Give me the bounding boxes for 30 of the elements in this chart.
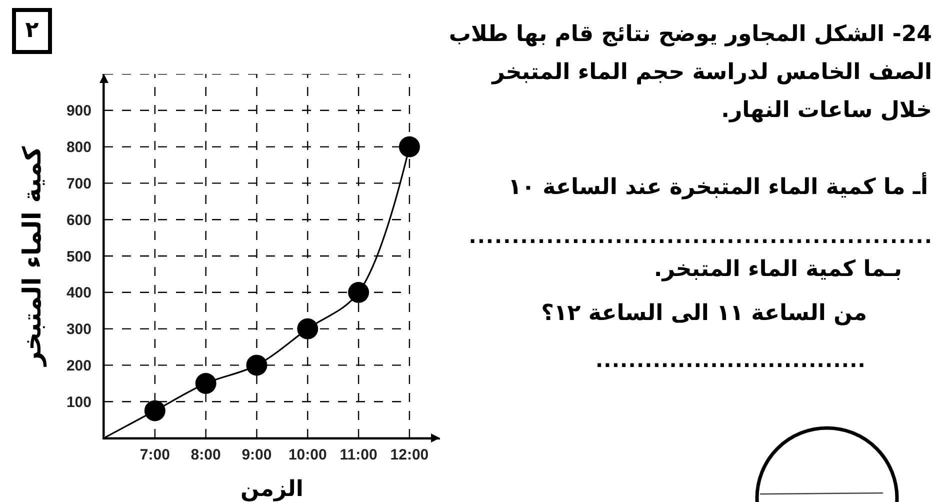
text: ................................. xyxy=(595,347,866,374)
x-tick-label: 12:00 xyxy=(390,446,429,464)
text: 24- الشكل المجاور يوضح نتائج قام بها طلاب الصف الخامس لدراسة حجم الماء المتبخر خلال ساعات النهار. xyxy=(448,21,932,125)
y-tick-label: 500 xyxy=(66,248,92,266)
x-tick-label: 9:00 xyxy=(242,446,272,464)
y-tick-label: 600 xyxy=(66,212,92,229)
text: ٢ xyxy=(12,8,52,54)
point xyxy=(297,318,318,340)
y-tick-label: 800 xyxy=(66,139,92,156)
point xyxy=(144,400,166,422)
x-tick-label: 11:00 xyxy=(340,446,378,464)
point xyxy=(246,354,268,376)
y-axis-title: كمية الماء المتبخر xyxy=(17,146,48,368)
y-tick-label: 200 xyxy=(66,357,92,374)
y-tick-label: 100 xyxy=(66,394,92,411)
y-tick-label: 900 xyxy=(66,102,92,120)
y-tick-label: 300 xyxy=(66,321,92,338)
x-tick-label: 7:00 xyxy=(140,446,170,464)
text: بـما كمية الماء المتبخر. xyxy=(654,256,902,284)
text: من الساعة ١١ الى الساعة ١٢؟ xyxy=(541,300,867,328)
x-tick-label: 10:00 xyxy=(288,446,327,464)
x-tick-label: 8:00 xyxy=(190,446,221,464)
y-tick-label: 400 xyxy=(66,284,92,302)
point xyxy=(195,372,216,394)
y-tick-label: 700 xyxy=(66,175,92,192)
point xyxy=(398,136,420,158)
x-axis-title: الزمن xyxy=(240,477,304,502)
text: ...................................................... xyxy=(468,223,933,250)
text: أـ ما كمية الماء المتبخرة عند الساعة ١٠ xyxy=(508,172,928,202)
point xyxy=(348,282,370,303)
